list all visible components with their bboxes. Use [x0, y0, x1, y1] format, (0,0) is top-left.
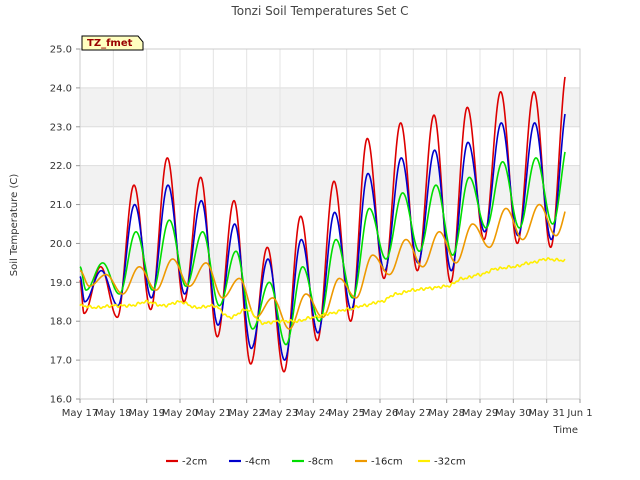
- x-tick-label: May 27: [395, 408, 432, 419]
- x-tick-label: May 22: [228, 408, 265, 419]
- site-badge: TZ_fmet: [81, 35, 144, 51]
- legend-label: -32cm: [434, 457, 466, 468]
- x-tick-label: May 31: [528, 408, 565, 419]
- grid-band: [80, 321, 580, 361]
- x-tick-label: May 23: [262, 408, 299, 419]
- x-tick-label: May 30: [495, 408, 532, 419]
- x-tick-label: May 29: [462, 408, 499, 419]
- plot-grid: [79, 48, 581, 400]
- x-tick-label: May 21: [195, 408, 232, 419]
- x-tick-label: May 25: [328, 408, 365, 419]
- chart-title: Tonzi Soil Temperatures Set C: [230, 4, 408, 18]
- plot-bands: [80, 87, 580, 361]
- y-axis-label: Soil Temperature (C): [9, 174, 20, 277]
- y-tick-label: 16.0: [50, 395, 72, 406]
- x-tick-label: May 18: [95, 408, 132, 419]
- y-axis-ticks: 16.0 17.0 18.0 19.0 20.0 21.0 22.0 23.0 24.0 25.0: [50, 45, 80, 406]
- y-tick-label: 19.0: [50, 278, 72, 289]
- x-tick-label: Jun 1: [566, 408, 592, 419]
- legend-label: -16cm: [371, 457, 403, 468]
- legend: -2cm -4cm -8cm -16cm -32cm: [166, 457, 466, 468]
- site-badge-text: TZ_fmet: [87, 38, 133, 49]
- legend-label: -2cm: [182, 457, 207, 468]
- x-tick-label: May 26: [362, 408, 399, 419]
- y-tick-label: 24.0: [50, 83, 72, 94]
- series-layer: [79, 76, 566, 373]
- y-tick-label: 20.0: [50, 239, 72, 250]
- y-tick-label: 25.0: [50, 45, 72, 56]
- y-tick-label: 23.0: [50, 122, 72, 133]
- x-tick-label: May 19: [128, 408, 165, 419]
- legend-label: -4cm: [245, 457, 270, 468]
- y-tick-label: 18.0: [50, 317, 72, 328]
- x-axis-label: Time: [553, 425, 578, 436]
- series-line-minus-32cm: [79, 257, 566, 326]
- x-tick-label: May 24: [295, 408, 332, 419]
- x-tick-label: May 28: [428, 408, 465, 419]
- y-tick-label: 17.0: [50, 356, 72, 367]
- plot-frame: [79, 48, 581, 400]
- y-tick-label: 22.0: [50, 161, 72, 172]
- y-tick-label: 21.0: [50, 200, 72, 211]
- x-tick-label: May 20: [162, 408, 199, 419]
- series-line-minus-16cm: [79, 203, 566, 330]
- legend-label: -8cm: [308, 457, 333, 468]
- x-tick-label: May 17: [62, 408, 99, 419]
